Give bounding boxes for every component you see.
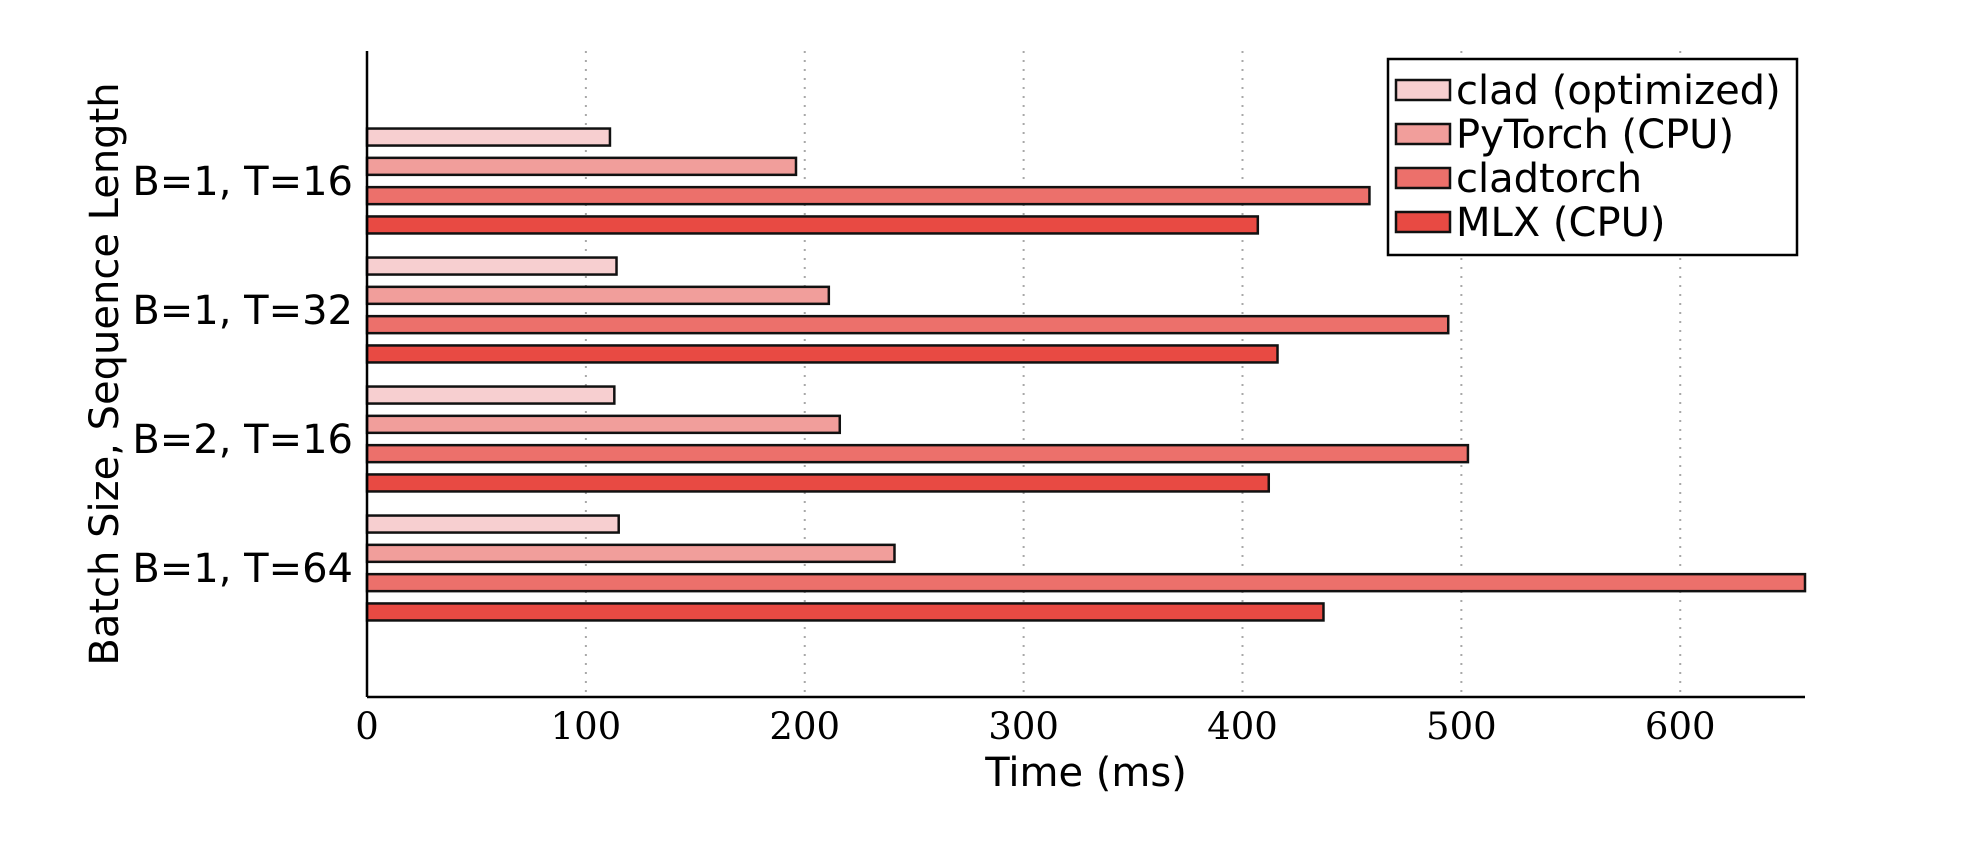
legend-swatch: [1394, 78, 1452, 102]
legend-label: cladtorch: [1456, 156, 1642, 202]
legend: clad (optimized)PyTorch (CPU)cladtorchML…: [1386, 57, 1799, 257]
x-axis-title: Time (ms): [984, 750, 1187, 796]
bar-pytorch-cpu: [365, 156, 798, 177]
legend-label: MLX (CPU): [1456, 200, 1665, 246]
bar-cladtorch: [365, 314, 1450, 335]
x-tick-label: 600: [1645, 705, 1716, 748]
y-category-label: B=1, T=64: [132, 546, 353, 592]
bar-clad-optimized: [365, 127, 612, 147]
legend-swatch: [1394, 122, 1452, 146]
bar-clad-optimized: [365, 385, 616, 405]
legend-item: PyTorch (CPU): [1394, 112, 1734, 158]
bar-pytorch-cpu: [365, 414, 842, 435]
bar-mlx-cpu: [365, 473, 1271, 493]
legend-swatch: [1394, 210, 1452, 234]
x-tick-label: 300: [988, 705, 1059, 748]
legend-item: MLX (CPU): [1394, 200, 1665, 246]
legend-label: clad (optimized): [1456, 68, 1781, 114]
y-category-label: B=1, T=16: [132, 159, 353, 205]
bar-cladtorch: [365, 185, 1371, 206]
y-category-label: B=2, T=16: [132, 417, 353, 463]
x-tick-label: 500: [1426, 705, 1497, 748]
legend-swatch: [1394, 166, 1452, 190]
bar-clad-optimized: [365, 514, 620, 534]
bar-cladtorch: [365, 572, 1807, 593]
bar-cladtorch: [365, 443, 1470, 464]
legend-item: clad (optimized): [1394, 68, 1781, 114]
axes: [365, 51, 1805, 699]
bar-pytorch-cpu: [365, 285, 831, 306]
x-tick-label: 0: [355, 705, 379, 748]
x-tick-labels: 0 100 200 300 400 500 600: [355, 705, 1715, 748]
bar-mlx-cpu: [365, 602, 1325, 622]
x-tick-label: 100: [551, 705, 622, 748]
y-category-label: B=1, T=32: [132, 288, 353, 334]
bar-pytorch-cpu: [365, 543, 896, 564]
x-tick-label: 200: [769, 705, 840, 748]
legend-label: PyTorch (CPU): [1456, 112, 1734, 158]
y-axis-title: Batch Size, Sequence Length: [82, 82, 128, 665]
legend-item: cladtorch: [1394, 156, 1642, 202]
bar-mlx-cpu: [365, 344, 1279, 364]
bar-mlx-cpu: [365, 215, 1260, 235]
x-tick-label: 400: [1207, 705, 1278, 748]
y-category-labels: B=1, T=16 B=1, T=32 B=2, T=16 B=1, T=64: [132, 159, 353, 592]
bar-clad-optimized: [365, 256, 618, 276]
legend-box: [1386, 57, 1799, 257]
